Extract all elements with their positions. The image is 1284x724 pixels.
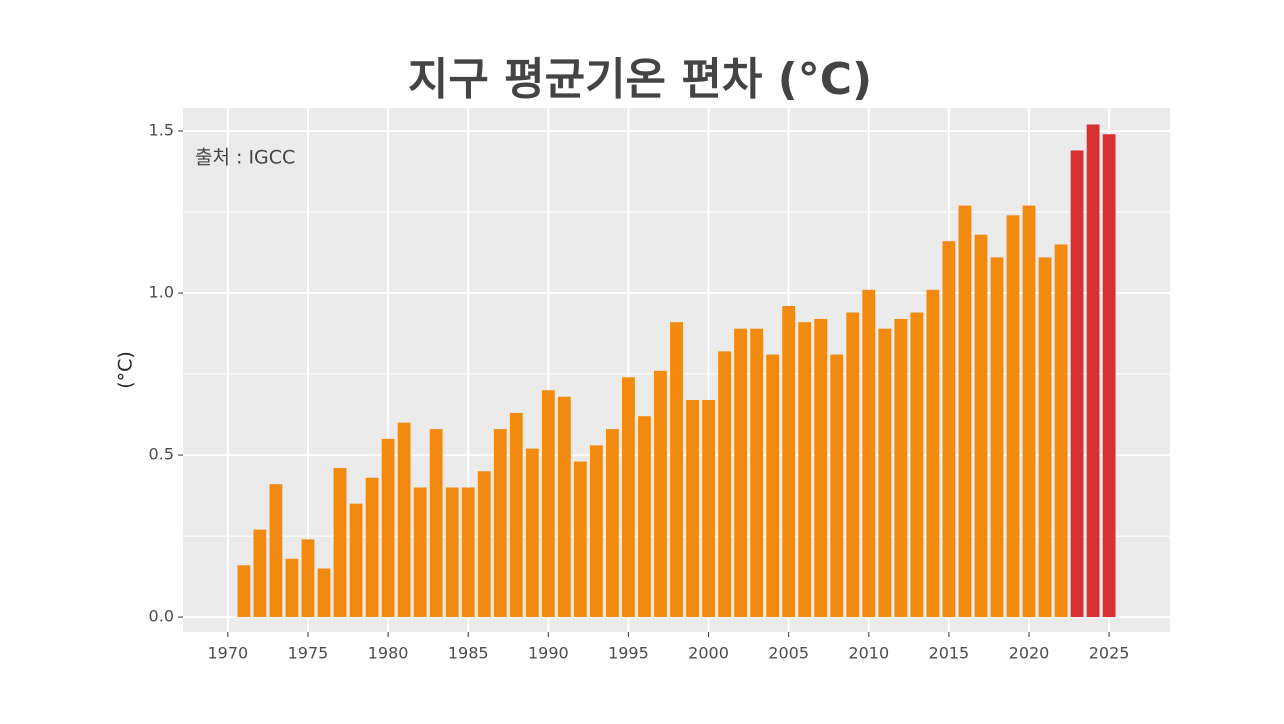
bar <box>846 312 860 618</box>
bar <box>1070 150 1084 618</box>
bar <box>445 487 459 618</box>
x-tick-label: 1995 <box>608 644 649 663</box>
bar <box>493 429 507 618</box>
x-tick-label: 1990 <box>528 644 569 663</box>
chart-title: 지구 평균기온 편차 (°C) <box>408 54 872 105</box>
x-tick-label: 2020 <box>1009 644 1050 663</box>
x-tick-label: 2025 <box>1089 644 1130 663</box>
x-tick-label: 1985 <box>448 644 489 663</box>
bar <box>654 370 667 618</box>
bar <box>942 241 956 618</box>
bar <box>1102 134 1116 618</box>
bar <box>1054 244 1068 618</box>
y-axis-label: (°C) <box>115 351 137 389</box>
y-tick-label: 0.5 <box>149 445 174 464</box>
x-tick-label: 1980 <box>368 644 409 663</box>
x-tick-label: 2015 <box>929 644 970 663</box>
bar <box>525 448 539 618</box>
bar <box>317 568 331 618</box>
bar <box>974 234 988 618</box>
bar <box>1022 205 1036 618</box>
bar <box>702 399 715 618</box>
bar <box>830 354 844 618</box>
bar <box>1006 215 1020 618</box>
bar <box>734 328 747 618</box>
bar <box>381 438 395 618</box>
bar <box>606 429 619 618</box>
x-tick-label: 2010 <box>848 644 889 663</box>
bar <box>237 565 251 618</box>
x-tick-label: 2000 <box>688 644 729 663</box>
bar <box>269 484 283 618</box>
bar <box>365 477 379 618</box>
bar <box>1086 124 1100 618</box>
bar <box>429 429 443 618</box>
x-tick-label: 1970 <box>208 644 249 663</box>
bar <box>686 399 699 618</box>
bar <box>814 318 828 618</box>
y-tick-label: 0.0 <box>149 607 174 626</box>
bar <box>910 312 924 618</box>
bar <box>990 257 1004 618</box>
x-tick-label: 2005 <box>768 644 809 663</box>
bar <box>301 539 315 618</box>
bar <box>670 322 683 618</box>
bar <box>285 558 299 618</box>
bar <box>349 503 363 618</box>
bar <box>573 461 587 618</box>
y-tick-label: 1.5 <box>149 121 174 140</box>
x-tick-label: 1975 <box>288 644 329 663</box>
bar <box>862 289 876 618</box>
bar <box>750 328 764 618</box>
bar <box>589 445 603 618</box>
bar <box>413 487 427 618</box>
bar <box>1038 257 1052 618</box>
bar <box>541 390 555 618</box>
bar <box>782 305 796 618</box>
bar <box>333 468 347 618</box>
bar <box>798 322 812 618</box>
bar <box>638 416 651 618</box>
bar <box>958 205 972 618</box>
bar <box>557 396 571 618</box>
bar <box>253 529 267 618</box>
bar <box>878 328 892 618</box>
bar <box>509 412 523 618</box>
bar <box>622 377 635 618</box>
bar <box>461 487 475 618</box>
y-tick-label: 1.0 <box>149 283 174 302</box>
bar <box>477 471 491 618</box>
bar <box>766 354 780 618</box>
bar <box>397 422 411 618</box>
bar <box>894 318 908 618</box>
bar <box>718 351 731 618</box>
annotation: 출처 : IGCC <box>195 147 295 169</box>
bar <box>926 289 940 618</box>
